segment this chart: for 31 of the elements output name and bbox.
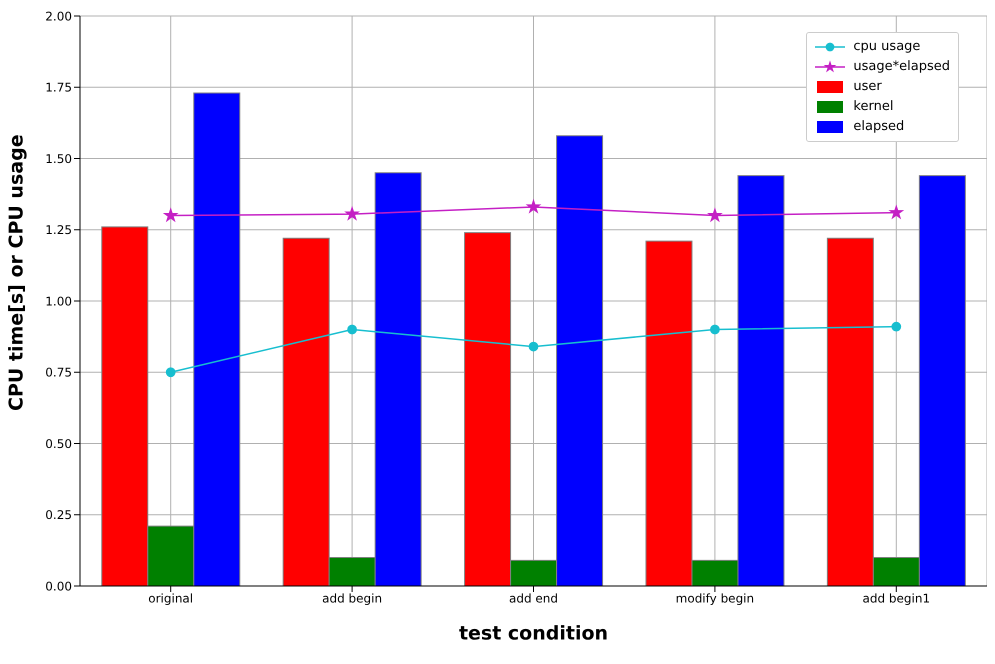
y-tick-label: 2.00	[45, 9, 72, 24]
point	[889, 205, 904, 219]
y-tick-label: 1.75	[45, 80, 72, 95]
point	[166, 367, 176, 378]
legend-label: user	[853, 78, 882, 96]
point	[891, 322, 902, 332]
y-tick-label: 0.00	[45, 579, 72, 594]
point	[710, 324, 720, 334]
x-tick-label: add begin1	[862, 592, 930, 606]
y-axis-title: CPU time[s] or CPU usage	[6, 134, 28, 411]
x-tick-label: add end	[508, 592, 558, 606]
point	[708, 208, 722, 222]
legend-label: cpu usage	[853, 38, 920, 56]
y-tick-label: 0.75	[45, 366, 72, 380]
y-tick-label: 1.25	[45, 223, 72, 238]
point	[347, 324, 357, 334]
point	[164, 208, 178, 222]
legend-label: elapsed	[853, 118, 904, 136]
y-tick-label: 0.50	[45, 436, 72, 451]
y-tick-label: 1.00	[45, 294, 72, 308]
point	[528, 342, 538, 352]
x-tick-label: original	[148, 592, 194, 606]
point	[345, 206, 359, 220]
x-tick-label: add begin	[322, 592, 382, 606]
legend-label: kernel	[853, 98, 894, 116]
x-tick-label: modify begin	[676, 592, 754, 606]
point	[526, 200, 540, 213]
y-tick-label: 0.25	[45, 508, 72, 522]
legend-label: usage*elapsed	[853, 58, 950, 76]
y-tick-label: 1.50	[45, 152, 72, 166]
x-axis-title: test condition	[458, 622, 608, 644]
